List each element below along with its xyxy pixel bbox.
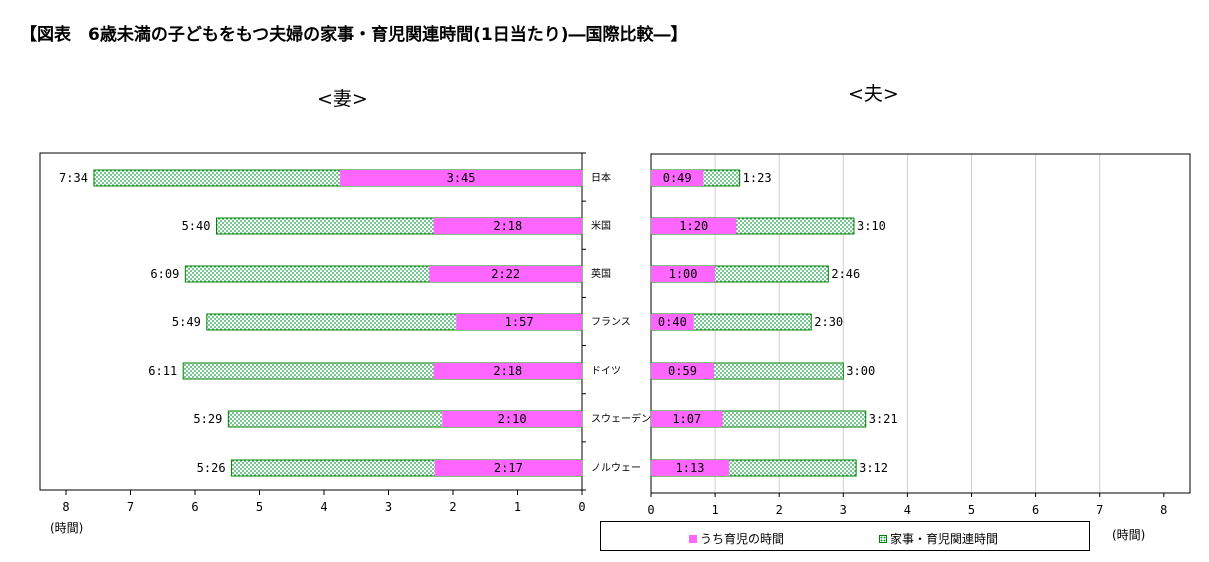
husband-total-value: 1:23 bbox=[743, 171, 772, 185]
husband-x-tick-label: 3 bbox=[840, 503, 847, 517]
husband-x-tick-label: 2 bbox=[776, 503, 783, 517]
wife-x-tick-label: 8 bbox=[62, 500, 69, 514]
husband-childcare-value: 0:40 bbox=[658, 315, 687, 329]
wife-childcare-value: 1:57 bbox=[505, 315, 534, 329]
husband-childcare-bar bbox=[651, 218, 737, 234]
category-label: スウェーデン bbox=[591, 412, 651, 425]
wife-childcare-bar bbox=[429, 266, 582, 282]
wife-childcare-bar bbox=[433, 218, 582, 234]
husband-panel-label: <夫> bbox=[848, 83, 899, 105]
category-label: 日本 bbox=[591, 171, 611, 184]
category-label: 英国 bbox=[591, 267, 611, 280]
legend-label-childcare: うち育児の時間 bbox=[700, 532, 785, 546]
husband-childcare-bar bbox=[651, 460, 729, 476]
wife-total-value: 5:49 bbox=[172, 315, 201, 329]
wife-chart: 8 7 6 5 4 3 2 1 0 3:45 7:34 日本 2:18 5:40 米国 2:22 6:09 英国 1… bbox=[39, 152, 651, 514]
husband-x-tick-label: 1 bbox=[711, 503, 718, 517]
husband-x-tick-label: 4 bbox=[904, 503, 911, 517]
husband-childcare-value: 1:20 bbox=[679, 219, 708, 233]
wife-childcare-value: 2:10 bbox=[498, 412, 527, 426]
wife-total-value: 6:11 bbox=[148, 364, 177, 378]
husband-x-tick-label: 7 bbox=[1096, 503, 1103, 517]
wife-childcare-value: 2:18 bbox=[493, 219, 522, 233]
husband-childcare-value: 0:59 bbox=[668, 364, 697, 378]
husband-x-tick-label: 8 bbox=[1160, 503, 1167, 517]
category-label: ドイツ bbox=[591, 366, 621, 377]
husband-total-value: 3:21 bbox=[869, 412, 898, 426]
wife-total-value: 5:40 bbox=[182, 219, 211, 233]
wife-total-value: 7:34 bbox=[59, 171, 88, 185]
legend: うち育児の時間 家事・育児関連時間 bbox=[600, 521, 1090, 551]
legend-item-housework: 家事・育児関連時間 bbox=[879, 530, 998, 547]
wife-x-tick-label: 2 bbox=[449, 500, 456, 514]
wife-childcare-bar bbox=[456, 314, 582, 330]
category-label: 米国 bbox=[591, 219, 611, 232]
legend-swatch-childcare bbox=[689, 534, 697, 543]
husband-x-tick-label: 6 bbox=[1032, 503, 1039, 517]
wife-childcare-value: 2:17 bbox=[494, 461, 523, 475]
husband-childcare-bar bbox=[651, 170, 704, 186]
wife-x-tick-label: 4 bbox=[320, 500, 327, 514]
wife-x-tick-label: 1 bbox=[514, 500, 521, 514]
husband-childcare-bar bbox=[651, 411, 723, 427]
husband-chart: 0 1 2 3 4 5 6 7 8 0:49 1:23 1:20 3:10 1:00 2:46 0:40 2:3… bbox=[647, 153, 1191, 517]
wife-x-tick-label: 0 bbox=[578, 500, 585, 514]
wife-x-unit: (時間) bbox=[50, 521, 84, 535]
husband-childcare-bar bbox=[651, 363, 715, 379]
legend-swatch-housework bbox=[879, 534, 887, 543]
wife-childcare-bar bbox=[434, 460, 582, 476]
legend-label-housework: 家事・育児関連時間 bbox=[890, 532, 999, 546]
husband-total-value: 3:10 bbox=[857, 219, 886, 233]
wife-x-tick-label: 5 bbox=[256, 500, 263, 514]
wife-panel-label: <妻> bbox=[317, 88, 368, 110]
wife-x-tick-label: 3 bbox=[385, 500, 392, 514]
husband-childcare-value: 0:49 bbox=[663, 171, 692, 185]
husband-childcare-bar bbox=[651, 314, 694, 330]
wife-total-value: 5:26 bbox=[197, 461, 226, 475]
wife-childcare-bar bbox=[433, 363, 582, 379]
husband-total-value: 3:12 bbox=[859, 461, 888, 475]
wife-total-value: 6:09 bbox=[150, 267, 179, 281]
chart-title: 【図表 6歳未満の子どもをもつ夫婦の家事・育児関連時間(1日当たり)―国際比較―… bbox=[20, 25, 688, 45]
husband-total-value: 3:00 bbox=[846, 364, 875, 378]
husband-total-value: 2:30 bbox=[814, 315, 843, 329]
husband-x-tick-label: 5 bbox=[968, 503, 975, 517]
wife-childcare-value: 3:45 bbox=[447, 171, 476, 185]
wife-childcare-value: 2:22 bbox=[491, 267, 520, 281]
category-label: フランス bbox=[591, 316, 631, 328]
wife-x-tick-label: 6 bbox=[191, 500, 198, 514]
category-label: ノルウェー bbox=[591, 462, 641, 474]
wife-total-value: 5:29 bbox=[193, 412, 222, 426]
husband-childcare-value: 1:13 bbox=[676, 461, 705, 475]
legend-item-childcare: うち育児の時間 bbox=[689, 530, 784, 547]
husband-x-tick-label: 0 bbox=[647, 503, 654, 517]
husband-x-unit: (時間) bbox=[1112, 528, 1146, 542]
husband-childcare-bar bbox=[651, 266, 716, 282]
husband-childcare-value: 1:00 bbox=[669, 267, 698, 281]
husband-total-value: 2:46 bbox=[831, 267, 860, 281]
wife-childcare-value: 2:18 bbox=[493, 364, 522, 378]
wife-childcare-bar bbox=[340, 170, 582, 186]
wife-childcare-bar bbox=[442, 411, 582, 427]
husband-childcare-value: 1:07 bbox=[672, 412, 701, 426]
wife-x-tick-label: 7 bbox=[127, 500, 134, 514]
